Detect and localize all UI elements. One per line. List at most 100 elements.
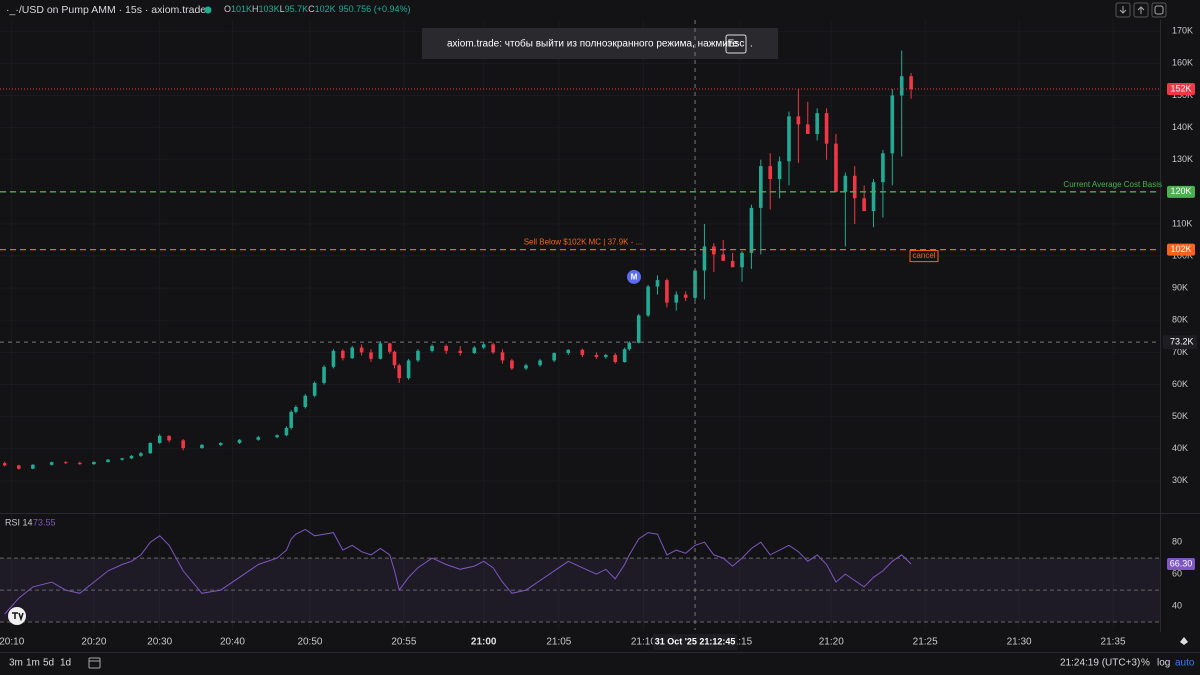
candle-body	[312, 382, 317, 396]
price-label: 102K	[1170, 244, 1191, 254]
candle-body	[683, 294, 688, 298]
candle-body	[78, 462, 82, 465]
candle-body	[378, 343, 383, 359]
candle-body	[458, 350, 463, 354]
candle-body	[552, 353, 556, 361]
x-tick-label: 21:35	[1101, 637, 1126, 648]
button[interactable]	[1151, 2, 1167, 18]
candle-body	[768, 166, 773, 179]
candle-body	[369, 352, 373, 359]
candle-body	[613, 354, 618, 363]
price-label-box	[1167, 243, 1195, 256]
candle-body	[289, 411, 293, 428]
candle-body	[397, 365, 401, 379]
calendar-icon[interactable]	[88, 657, 101, 669]
range-button[interactable]: 5d	[43, 658, 54, 669]
logo	[8, 607, 26, 625]
crosshair-price-box	[1163, 335, 1197, 350]
toolbar-buttons[interactable]	[1115, 2, 1167, 18]
x-tick-label: 21:05	[546, 637, 571, 648]
candle-body	[674, 294, 679, 303]
y-tick-label: 110K	[1172, 218, 1192, 228]
candle-body	[538, 360, 542, 366]
scale-option[interactable]: %	[1141, 658, 1150, 669]
candle-body	[665, 280, 669, 303]
candle-body	[92, 461, 96, 465]
rsi-tick-label: 60	[1172, 568, 1182, 578]
candle-body	[834, 143, 838, 192]
candle-body	[200, 444, 204, 449]
ohlc-change: 950.756 (+0.94%)	[339, 4, 411, 14]
scale-option[interactable]: log	[1157, 658, 1170, 669]
candle-body	[49, 462, 54, 465]
candle-body	[350, 347, 355, 359]
y-tick-label: 90K	[1172, 283, 1188, 293]
toast	[422, 28, 778, 59]
status-dot	[204, 6, 212, 14]
candle-body	[594, 354, 599, 357]
price-line-note: Sell Below $102K MC | 37.9K - ...	[524, 238, 643, 247]
rsi-current-box	[1167, 558, 1195, 571]
y-tick-label: 170K	[1172, 26, 1193, 36]
candle-body	[181, 440, 185, 449]
button[interactable]	[1133, 2, 1149, 18]
candle-body	[622, 349, 627, 363]
candle-body	[237, 439, 242, 443]
x-tick-label: 21:10	[631, 637, 656, 648]
key-box	[725, 34, 747, 54]
candle-body	[843, 175, 848, 192]
candle-body	[646, 286, 650, 316]
ohlc-legend: O101KH103KL95.7KC102K 950.756 (+0.94%)	[224, 4, 410, 14]
candle-body	[472, 347, 477, 354]
candle-body	[331, 350, 336, 367]
ohlc-key: C	[308, 4, 315, 14]
toast-end: .	[750, 39, 753, 50]
candle-body	[890, 95, 895, 154]
candle-body	[702, 246, 707, 271]
settings-icon[interactable]	[1180, 637, 1188, 645]
x-tick-label: 20:50	[297, 637, 322, 648]
candle-body	[31, 464, 35, 469]
button[interactable]	[1115, 2, 1131, 18]
toast-key: Esc	[728, 39, 745, 50]
candle-body	[129, 455, 134, 459]
rsi-tick-label: 80	[1172, 537, 1182, 547]
candle-body	[636, 315, 641, 343]
candle-body	[749, 207, 754, 253]
price-line-note: Current Average Cost Basis	[1063, 180, 1162, 189]
rsi-line	[4, 528, 912, 615]
candle-body	[303, 395, 308, 407]
x-tick-label: 21:20	[819, 637, 844, 648]
ohlc-key: O	[224, 4, 231, 14]
candle-body	[256, 437, 261, 440]
range-button[interactable]: 1m	[26, 658, 40, 669]
range-button[interactable]: 1d	[60, 658, 71, 669]
candle-body	[580, 349, 585, 355]
rsi-tick-label: 40	[1172, 600, 1182, 610]
candle-body	[284, 427, 289, 436]
candle-body	[392, 351, 397, 366]
x-tick-label: 21:00	[471, 637, 497, 648]
candle-body	[759, 166, 763, 208]
range-button[interactable]: 3m	[9, 658, 23, 669]
y-tick-label: 50K	[1172, 411, 1188, 421]
candle-body	[712, 246, 716, 255]
candle-body	[796, 116, 801, 125]
trade-marker[interactable]	[627, 269, 642, 284]
candle-body	[815, 113, 819, 135]
candle-body	[341, 350, 345, 359]
rsi-value: 73.55	[33, 517, 56, 527]
candle-body	[294, 406, 298, 412]
price-label: 120K	[1170, 186, 1191, 196]
candle-body	[524, 365, 528, 369]
candle-body	[721, 254, 726, 261]
price-label-box	[1167, 185, 1195, 198]
candle-body	[148, 442, 153, 454]
action-box[interactable]	[909, 250, 939, 263]
candle-body	[777, 161, 782, 179]
ohlc-value: 101K	[231, 4, 252, 14]
y-tick-label: 30K	[1172, 475, 1188, 485]
scale-option[interactable]: auto	[1175, 658, 1195, 669]
y-tick-label: 80K	[1172, 315, 1188, 325]
y-tick-label: 40K	[1172, 443, 1188, 453]
